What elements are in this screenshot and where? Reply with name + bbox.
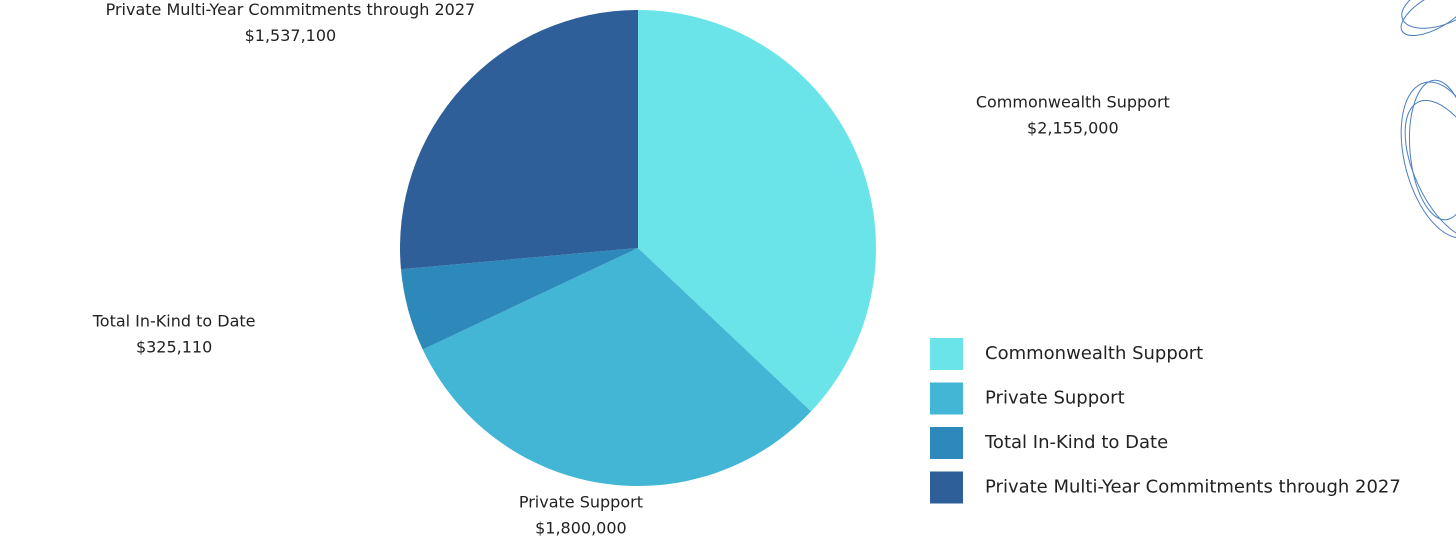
legend: Commonwealth Support Private Support Total… [930, 338, 1401, 504]
legend-label: Commonwealth Support [985, 343, 1203, 364]
pie [399, 10, 877, 487]
slice-label-value: $1,537,100 [245, 26, 337, 45]
legend-label: Private Support [985, 388, 1125, 409]
slice-label-name: Commonwealth Support [976, 93, 1170, 112]
slice-label-name: Private Multi-Year Commitments through 2… [106, 0, 476, 19]
decoration [1400, 0, 1456, 241]
pie-slice [638, 10, 877, 412]
pie-slice [399, 10, 638, 270]
legend-swatch [930, 471, 963, 504]
slice-label-name: Total In-Kind to Date [92, 312, 256, 331]
legend-swatch [930, 382, 963, 415]
slice-label-name: Private Support [519, 492, 643, 511]
slice-label-value: $325,110 [136, 338, 212, 357]
slice-label-value: $2,155,000 [1027, 119, 1119, 138]
pie-slice [422, 248, 812, 487]
slice-labels: Commonwealth Support $2,155,000 Private Su… [92, 0, 1170, 537]
legend-label: Private Multi-Year Commitments through 2… [985, 477, 1401, 498]
slice-label-value: $1,800,000 [535, 518, 627, 537]
legend-swatch [930, 338, 963, 370]
pie-slice [400, 248, 638, 350]
legend-swatch [930, 427, 963, 459]
legend-label: Total In-Kind to Date [984, 432, 1168, 453]
